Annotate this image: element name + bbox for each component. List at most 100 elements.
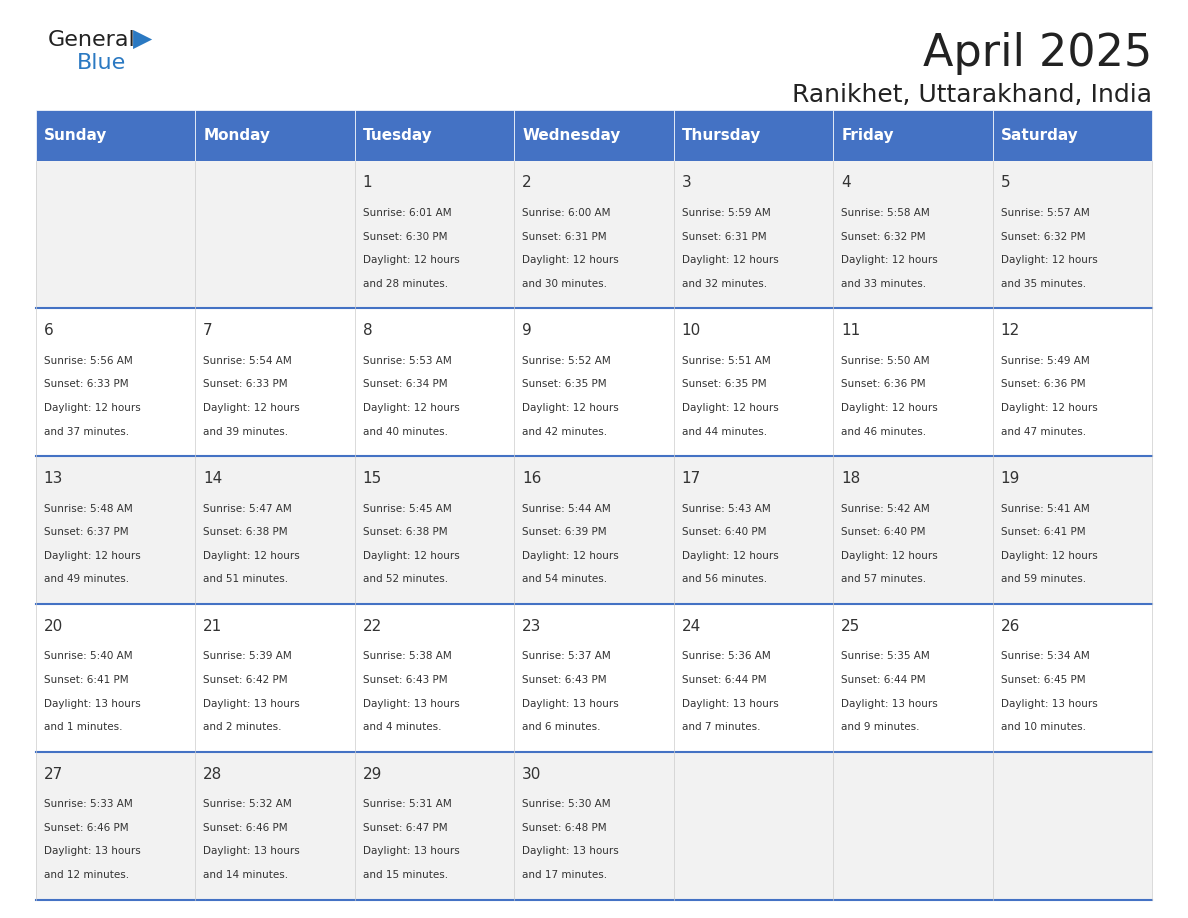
Bar (195, 161, 355, 308)
Text: Daylight: 12 hours: Daylight: 12 hours (1000, 255, 1098, 265)
Text: 13: 13 (44, 471, 63, 486)
Text: Sunset: 6:37 PM: Sunset: 6:37 PM (44, 527, 128, 537)
Text: Tuesday: Tuesday (362, 128, 432, 143)
Text: 10: 10 (682, 323, 701, 338)
Bar (355, 110, 514, 161)
Text: Daylight: 12 hours: Daylight: 12 hours (362, 403, 460, 413)
Text: Sunrise: 5:56 AM: Sunrise: 5:56 AM (44, 356, 132, 365)
Bar (993, 752, 1152, 900)
Text: and 42 minutes.: and 42 minutes. (523, 427, 607, 437)
Text: Sunset: 6:43 PM: Sunset: 6:43 PM (362, 675, 448, 685)
Text: Sunrise: 6:01 AM: Sunrise: 6:01 AM (362, 208, 451, 218)
Text: and 7 minutes.: and 7 minutes. (682, 722, 760, 733)
Bar (36, 456, 195, 604)
Text: Sunset: 6:36 PM: Sunset: 6:36 PM (1000, 379, 1086, 389)
Text: Sunset: 6:32 PM: Sunset: 6:32 PM (841, 231, 925, 241)
Text: Thursday: Thursday (682, 128, 762, 143)
Text: Sunset: 6:46 PM: Sunset: 6:46 PM (203, 823, 287, 833)
Bar (195, 752, 355, 900)
Bar (833, 308, 993, 456)
Bar (674, 752, 833, 900)
Text: Daylight: 13 hours: Daylight: 13 hours (203, 699, 299, 709)
Text: Daylight: 12 hours: Daylight: 12 hours (1000, 403, 1098, 413)
Text: Sunrise: 5:58 AM: Sunrise: 5:58 AM (841, 208, 930, 218)
Text: Sunrise: 5:37 AM: Sunrise: 5:37 AM (523, 652, 611, 661)
Text: Daylight: 13 hours: Daylight: 13 hours (362, 699, 460, 709)
Text: Sunset: 6:30 PM: Sunset: 6:30 PM (362, 231, 447, 241)
Text: 21: 21 (203, 619, 222, 633)
Bar (36, 308, 195, 456)
Text: 3: 3 (682, 175, 691, 190)
Text: Daylight: 13 hours: Daylight: 13 hours (682, 699, 778, 709)
Text: Daylight: 13 hours: Daylight: 13 hours (362, 846, 460, 856)
Text: Sunset: 6:31 PM: Sunset: 6:31 PM (682, 231, 766, 241)
Text: Daylight: 12 hours: Daylight: 12 hours (203, 551, 299, 561)
Text: 1: 1 (362, 175, 372, 190)
Text: 8: 8 (362, 323, 372, 338)
Bar (514, 456, 674, 604)
Bar (195, 456, 355, 604)
Text: and 56 minutes.: and 56 minutes. (682, 575, 767, 585)
Text: Sunset: 6:45 PM: Sunset: 6:45 PM (1000, 675, 1086, 685)
Text: 15: 15 (362, 471, 381, 486)
Bar (355, 161, 514, 308)
Text: Sunrise: 5:54 AM: Sunrise: 5:54 AM (203, 356, 292, 365)
Text: and 2 minutes.: and 2 minutes. (203, 722, 282, 733)
Text: Sunset: 6:41 PM: Sunset: 6:41 PM (1000, 527, 1086, 537)
Text: 26: 26 (1000, 619, 1020, 633)
Bar (355, 604, 514, 752)
Text: 22: 22 (362, 619, 381, 633)
Text: Sunrise: 5:43 AM: Sunrise: 5:43 AM (682, 504, 771, 513)
Text: Sunset: 6:44 PM: Sunset: 6:44 PM (841, 675, 925, 685)
Text: 5: 5 (1000, 175, 1011, 190)
Bar (355, 308, 514, 456)
Text: Daylight: 12 hours: Daylight: 12 hours (44, 403, 140, 413)
Text: and 35 minutes.: and 35 minutes. (1000, 279, 1086, 289)
Text: 20: 20 (44, 619, 63, 633)
Bar (833, 456, 993, 604)
Text: Sunrise: 5:45 AM: Sunrise: 5:45 AM (362, 504, 451, 513)
Text: Sunrise: 5:53 AM: Sunrise: 5:53 AM (362, 356, 451, 365)
Text: Sunrise: 5:51 AM: Sunrise: 5:51 AM (682, 356, 771, 365)
Text: General: General (48, 30, 135, 50)
Text: Sunrise: 5:30 AM: Sunrise: 5:30 AM (523, 800, 611, 809)
Text: Sunset: 6:40 PM: Sunset: 6:40 PM (682, 527, 766, 537)
Text: and 59 minutes.: and 59 minutes. (1000, 575, 1086, 585)
Text: Sunset: 6:42 PM: Sunset: 6:42 PM (203, 675, 287, 685)
Text: and 37 minutes.: and 37 minutes. (44, 427, 128, 437)
Text: Sunrise: 5:47 AM: Sunrise: 5:47 AM (203, 504, 292, 513)
Bar (674, 604, 833, 752)
Text: April 2025: April 2025 (923, 32, 1152, 75)
Text: Daylight: 12 hours: Daylight: 12 hours (44, 551, 140, 561)
Text: Daylight: 13 hours: Daylight: 13 hours (523, 846, 619, 856)
Text: and 12 minutes.: and 12 minutes. (44, 870, 128, 880)
Text: Sunrise: 5:50 AM: Sunrise: 5:50 AM (841, 356, 930, 365)
Text: Daylight: 12 hours: Daylight: 12 hours (841, 551, 939, 561)
Text: Daylight: 13 hours: Daylight: 13 hours (523, 699, 619, 709)
Text: 27: 27 (44, 767, 63, 781)
Text: and 10 minutes.: and 10 minutes. (1000, 722, 1086, 733)
Bar (833, 752, 993, 900)
Text: ▶: ▶ (133, 27, 152, 50)
Text: 17: 17 (682, 471, 701, 486)
Text: and 44 minutes.: and 44 minutes. (682, 427, 767, 437)
Text: Sunrise: 5:35 AM: Sunrise: 5:35 AM (841, 652, 930, 661)
Text: Sunrise: 5:40 AM: Sunrise: 5:40 AM (44, 652, 132, 661)
Bar (514, 110, 674, 161)
Bar (355, 456, 514, 604)
Text: and 6 minutes.: and 6 minutes. (523, 722, 601, 733)
Text: Daylight: 12 hours: Daylight: 12 hours (1000, 551, 1098, 561)
Text: and 14 minutes.: and 14 minutes. (203, 870, 289, 880)
Text: and 49 minutes.: and 49 minutes. (44, 575, 128, 585)
Text: Sunset: 6:43 PM: Sunset: 6:43 PM (523, 675, 607, 685)
Text: Sunrise: 6:00 AM: Sunrise: 6:00 AM (523, 208, 611, 218)
Bar (355, 752, 514, 900)
Text: and 32 minutes.: and 32 minutes. (682, 279, 767, 289)
Bar (833, 604, 993, 752)
Bar (674, 456, 833, 604)
Bar (514, 308, 674, 456)
Text: 16: 16 (523, 471, 542, 486)
Bar (993, 456, 1152, 604)
Text: Sunrise: 5:52 AM: Sunrise: 5:52 AM (523, 356, 611, 365)
Text: Sunset: 6:41 PM: Sunset: 6:41 PM (44, 675, 128, 685)
